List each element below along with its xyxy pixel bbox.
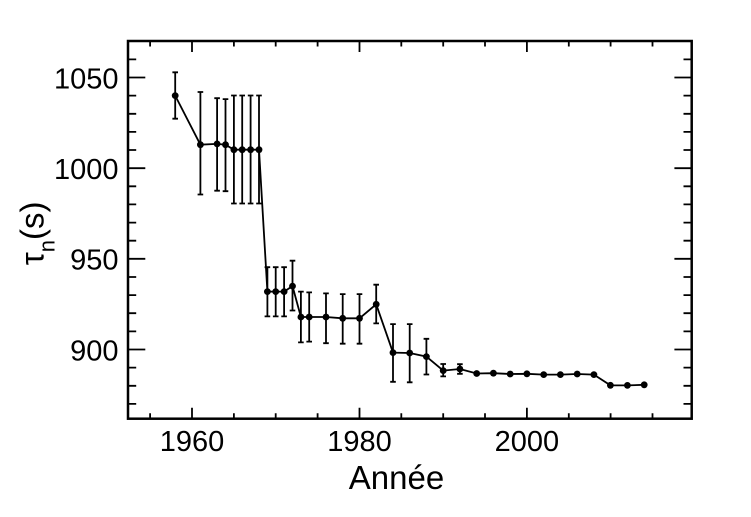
svg-text:900: 900 xyxy=(70,335,118,367)
svg-text:Année: Année xyxy=(349,459,444,496)
svg-text:1050: 1050 xyxy=(54,63,119,95)
svg-text:1960: 1960 xyxy=(160,426,225,458)
svg-text:2000: 2000 xyxy=(495,426,560,458)
svg-text:1980: 1980 xyxy=(327,426,392,458)
svg-text:1000: 1000 xyxy=(54,154,119,186)
svg-text:950: 950 xyxy=(70,245,118,277)
